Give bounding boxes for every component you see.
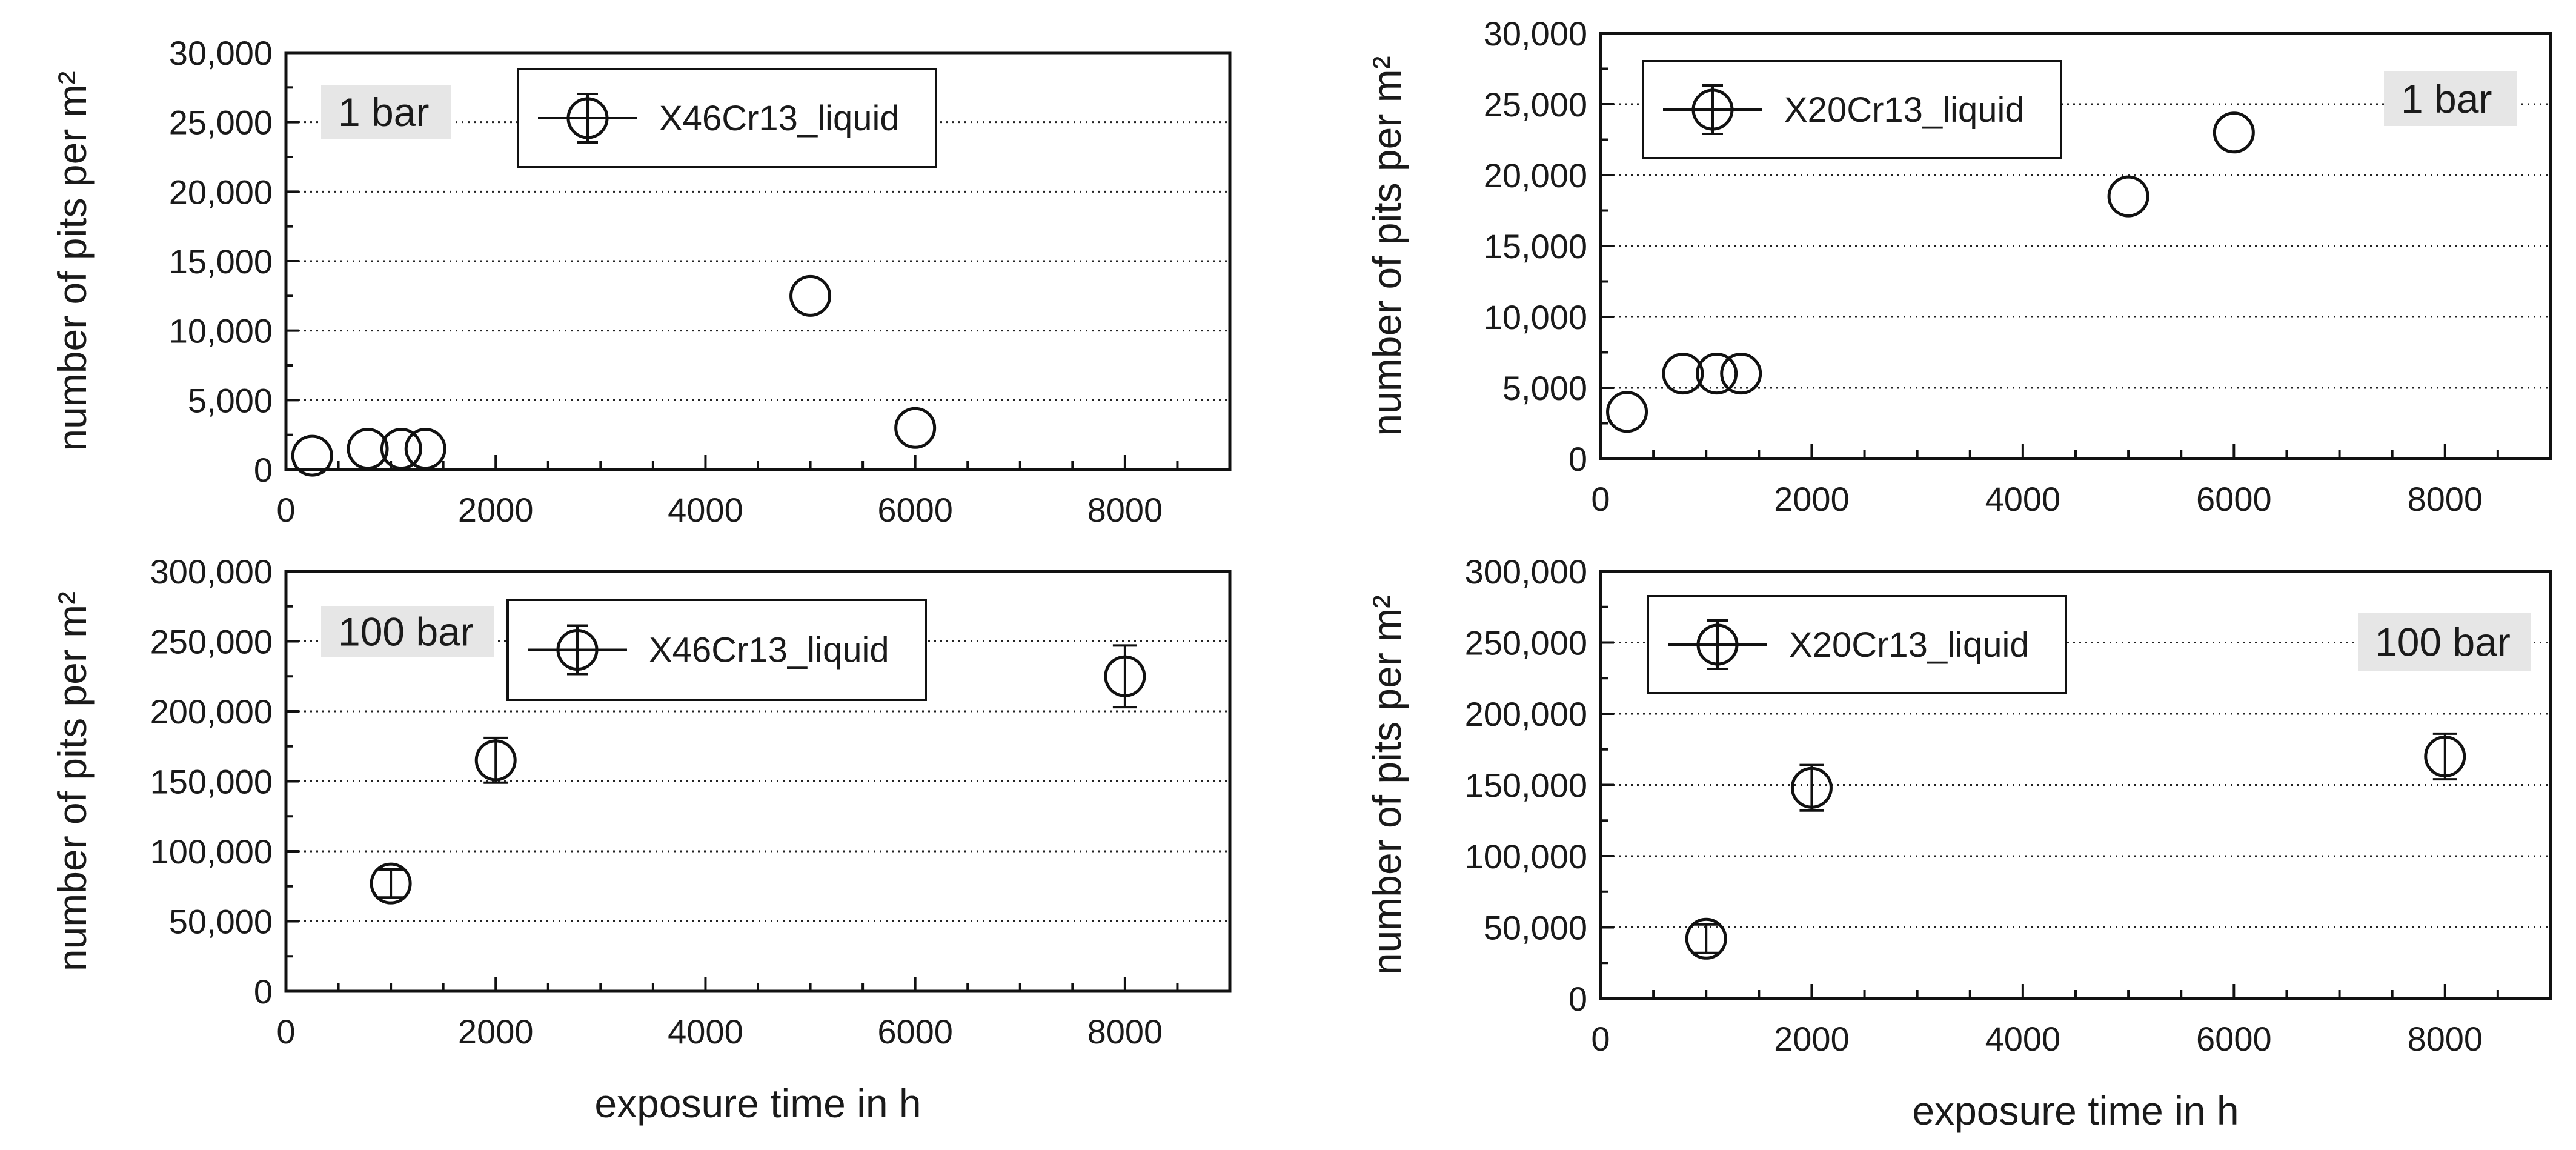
x-tick-label: 0 (1591, 480, 1610, 518)
data-point (894, 407, 937, 449)
data-point (404, 428, 446, 470)
plot-frame (284, 51, 1232, 471)
y-tick-label: 5,000 (188, 381, 273, 419)
legend-marker (1696, 623, 1739, 666)
chart-panel-2: 0 5,000 10,000 15,000 20,000 25,000 30,000 0 200… (1364, 15, 2552, 518)
legend-marker (556, 629, 599, 671)
y-tick-label: 50,000 (1484, 909, 1587, 947)
data-point (2107, 175, 2149, 218)
legend-entry: X46Cr13_liquid (649, 631, 889, 670)
x-tick-label: 0 (276, 1012, 295, 1051)
panel-tag-label: 100 bar (338, 610, 474, 654)
x-tick-label: 2000 (458, 1012, 534, 1051)
x-tick-label: 2000 (458, 491, 534, 529)
legend-marker (1691, 88, 1734, 131)
data-point (1662, 353, 1704, 395)
y-tick-label: 100,000 (1465, 837, 1587, 876)
panel-tag-box (321, 85, 451, 139)
y-tick-label: 0 (1569, 980, 1587, 1018)
data-point (1720, 353, 1762, 395)
y-tick-label: 15,000 (1484, 227, 1587, 265)
data-point (291, 434, 333, 477)
plot-frame (284, 570, 1232, 993)
y-tick-label: 150,000 (1465, 766, 1587, 805)
legend-box (1642, 60, 2062, 159)
y-tick-label: 250,000 (150, 623, 273, 661)
panel-tag-box (321, 606, 494, 657)
x-tick-label: 4000 (1985, 1020, 2061, 1058)
x-tick-label: 6000 (2196, 480, 2272, 518)
y-tick-label: 0 (254, 451, 273, 489)
data-point (1790, 766, 1833, 809)
x-tick-label: 6000 (2196, 1020, 2272, 1058)
data-point (370, 862, 412, 905)
data-point (1685, 917, 1727, 960)
x-axis-title: exposure time in h (1912, 1088, 2239, 1133)
y-tick-label: 0 (254, 972, 273, 1011)
legend-entry: X20Cr13_liquid (1789, 625, 2030, 665)
x-tick-label: 8000 (1087, 1012, 1163, 1051)
y-tick-label: 50,000 (169, 903, 273, 941)
y-tick-label: 10,000 (1484, 298, 1587, 336)
data-point (1696, 353, 1738, 395)
x-tick-label: 6000 (877, 1012, 953, 1051)
x-tick-label: 8000 (1087, 491, 1163, 529)
y-tick-label: 30,000 (1484, 15, 1587, 53)
plot-frame (1599, 570, 2552, 1000)
x-tick-label: 4000 (1985, 480, 2061, 518)
y-tick-label: 25,000 (169, 104, 273, 142)
legend-entry: X20Cr13_liquid (1784, 90, 2025, 130)
y-tick-label: 15,000 (169, 242, 273, 281)
panel-tag-label: 1 bar (338, 90, 429, 135)
y-axis-title: number of pits per m² (50, 71, 95, 451)
data-point (347, 428, 389, 470)
y-tick-label: 0 (1569, 440, 1587, 478)
y-tick-label: 100,000 (150, 833, 273, 871)
data-point (2424, 736, 2466, 777)
y-tick-label: 25,000 (1484, 85, 1587, 124)
y-tick-label: 150,000 (150, 763, 273, 801)
legend-marker (566, 97, 609, 139)
y-tick-label: 20,000 (1484, 156, 1587, 194)
data-point (380, 428, 422, 470)
y-axis-title: number of pits per m² (1364, 56, 1409, 436)
y-tick-label: 300,000 (150, 553, 273, 591)
panel-tag-label: 1 bar (2401, 76, 2492, 121)
x-tick-label: 2000 (1774, 1020, 1850, 1058)
data-point (789, 274, 832, 317)
x-tick-label: 6000 (877, 491, 953, 529)
data-point (474, 739, 517, 782)
y-tick-label: 200,000 (150, 693, 273, 731)
y-axis-title: number of pits per m² (50, 591, 95, 971)
y-tick-label: 10,000 (169, 312, 273, 350)
x-tick-label: 0 (276, 491, 295, 529)
y-tick-label: 200,000 (1465, 695, 1587, 733)
chart-panel-1: 0 5,000 10,000 15,000 20,000 25,000 30,000 0 200… (50, 34, 1232, 529)
y-tick-label: 250,000 (1465, 624, 1587, 662)
x-tick-label: 8000 (2407, 1020, 2483, 1058)
y-tick-label: 30,000 (169, 34, 273, 72)
chart-panel-4: 0 50,000 100,000 150,000 200,000 250,000 300,0… (1364, 553, 2552, 1133)
chart-panel-3: 0 50,000 100,000 150,000 200,000 250,000 300,0… (50, 553, 1232, 1126)
legend-entry: X46Cr13_liquid (659, 99, 900, 138)
x-tick-label: 4000 (668, 1012, 743, 1051)
y-axis-title: number of pits per m² (1364, 595, 1409, 975)
x-tick-label: 4000 (668, 491, 743, 529)
data-point (2213, 111, 2255, 154)
plot-frame (1599, 32, 2552, 460)
x-tick-label: 2000 (1774, 480, 1850, 518)
panel-tag-box (2384, 71, 2517, 126)
data-point (1104, 655, 1146, 697)
panel-tag-box (2358, 613, 2531, 671)
x-tick-label: 0 (1591, 1020, 1610, 1058)
panel-tag-label: 100 bar (2375, 620, 2511, 665)
y-tick-label: 5,000 (1502, 369, 1587, 407)
x-axis-title: exposure time in h (594, 1081, 921, 1126)
data-point (1606, 391, 1648, 433)
x-tick-label: 8000 (2407, 480, 2483, 518)
y-tick-label: 20,000 (169, 173, 273, 211)
y-tick-label: 300,000 (1465, 553, 1587, 591)
